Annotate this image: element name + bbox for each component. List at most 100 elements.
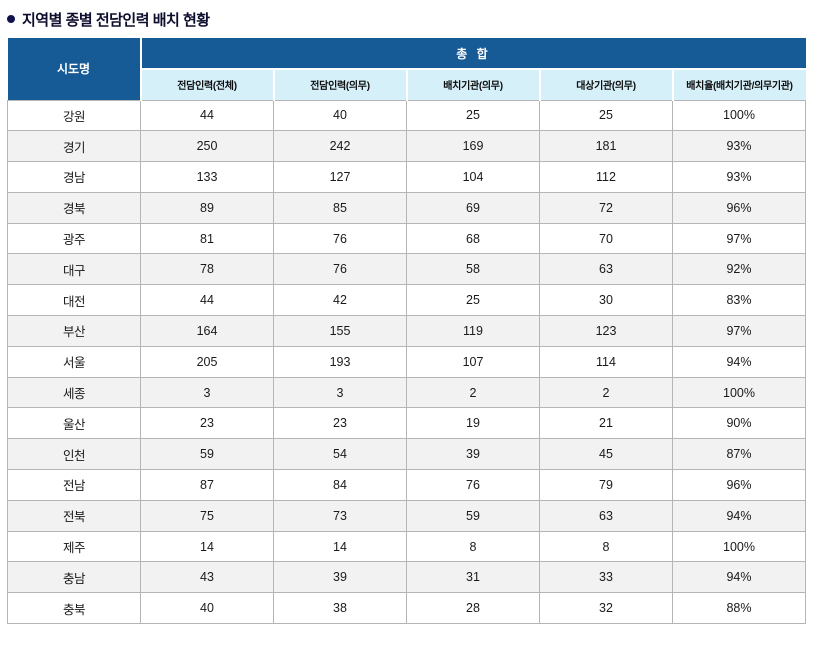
- value-cell: 127: [273, 161, 407, 193]
- value-cell: 94%: [672, 561, 806, 594]
- value-cell: 59: [140, 438, 274, 471]
- value-cell: 83%: [672, 284, 806, 317]
- value-cell: 25: [406, 99, 540, 132]
- value-cell: 42: [273, 284, 407, 317]
- table-row: 부산 164 155 119 123 97%: [7, 315, 806, 347]
- value-cell: 89: [140, 191, 274, 224]
- table-row: 경기 250 242 169 181 93%: [7, 130, 806, 163]
- circle-bullet-icon: [7, 15, 15, 23]
- region-cell: 경남: [7, 161, 141, 193]
- value-cell: 169: [406, 130, 540, 163]
- value-cell: 181: [539, 130, 673, 163]
- value-cell: 72: [539, 191, 673, 224]
- table-row: 충남 43 39 31 33 94%: [7, 561, 806, 594]
- value-cell: 85: [273, 191, 407, 224]
- value-cell: 75: [140, 499, 274, 532]
- page-title-row: 지역별 종별 전담인력 배치 현황: [7, 9, 806, 29]
- table-row: 경남 133 127 104 112 93%: [7, 161, 806, 193]
- value-cell: 242: [273, 130, 407, 163]
- table-row: 강원 44 40 25 25 100%: [7, 99, 806, 132]
- value-cell: 70: [539, 222, 673, 255]
- region-cell: 전북: [7, 499, 141, 532]
- table-body: 강원 44 40 25 25 100% 경기 250 242 169 181 93% 경남 133 127 1…: [7, 99, 806, 625]
- table-row: 서울 205 193 107 114 94%: [7, 345, 806, 378]
- region-cell: 강원: [7, 99, 141, 132]
- value-cell: 81: [140, 222, 274, 255]
- value-cell: 14: [273, 530, 407, 563]
- region-cell: 인천: [7, 438, 141, 471]
- value-cell: 28: [406, 592, 540, 625]
- value-cell: 73: [273, 499, 407, 532]
- value-cell: 123: [539, 315, 673, 347]
- page-title: 지역별 종별 전담인력 배치 현황: [22, 11, 210, 29]
- value-cell: 14: [140, 530, 274, 563]
- value-cell: 100%: [672, 530, 806, 563]
- value-cell: 155: [273, 315, 407, 347]
- region-cell: 대구: [7, 253, 141, 286]
- value-cell: 3: [140, 376, 274, 409]
- group-header-row: 시도명 총 합: [7, 38, 806, 101]
- value-cell: 94%: [672, 345, 806, 378]
- value-cell: 58: [406, 253, 540, 286]
- value-cell: 63: [539, 499, 673, 532]
- value-cell: 112: [539, 161, 673, 193]
- value-cell: 33: [539, 561, 673, 594]
- value-cell: 107: [406, 345, 540, 378]
- region-cell: 경기: [7, 130, 141, 163]
- column-header-1: 전담인력(의무): [272, 68, 408, 101]
- value-cell: 96%: [672, 469, 806, 501]
- column-header-4: 배치율(배치기관/의무기관): [671, 68, 806, 101]
- value-cell: 93%: [672, 130, 806, 163]
- value-cell: 100%: [672, 99, 806, 132]
- column-header-region: 시도명: [7, 38, 142, 101]
- region-cell: 세종: [7, 376, 141, 409]
- value-cell: 68: [406, 222, 540, 255]
- value-cell: 133: [140, 161, 274, 193]
- value-cell: 93%: [672, 161, 806, 193]
- value-cell: 2: [406, 376, 540, 409]
- table-row: 전북 75 73 59 63 94%: [7, 499, 806, 532]
- value-cell: 31: [406, 561, 540, 594]
- value-cell: 23: [140, 407, 274, 440]
- value-cell: 2: [539, 376, 673, 409]
- value-cell: 3: [273, 376, 407, 409]
- table-row: 울산 23 23 19 21 90%: [7, 407, 806, 440]
- value-cell: 79: [539, 469, 673, 501]
- region-cell: 전남: [7, 469, 141, 501]
- region-cell: 광주: [7, 222, 141, 255]
- value-cell: 32: [539, 592, 673, 625]
- region-cell: 서울: [7, 345, 141, 378]
- value-cell: 30: [539, 284, 673, 317]
- region-cell: 대전: [7, 284, 141, 317]
- table-header: 시도명 총 합 전담인력(전체) 전담인력(의무) 배치기관(의무) 대상기관(의무)…: [7, 38, 806, 101]
- group-header-total: 총 합: [139, 38, 806, 70]
- value-cell: 104: [406, 161, 540, 193]
- value-cell: 69: [406, 191, 540, 224]
- value-cell: 25: [406, 284, 540, 317]
- value-cell: 97%: [672, 315, 806, 347]
- page: 지역별 종별 전담인력 배치 현황 시도명 총 합 전담인력(전체) 전담인력(의…: [7, 9, 806, 625]
- table-row: 제주 14 14 8 8 100%: [7, 530, 806, 563]
- value-cell: 59: [406, 499, 540, 532]
- value-cell: 100%: [672, 376, 806, 409]
- value-cell: 90%: [672, 407, 806, 440]
- value-cell: 114: [539, 345, 673, 378]
- column-header-3: 대상기관(의무): [538, 68, 674, 101]
- value-cell: 23: [273, 407, 407, 440]
- region-cell: 울산: [7, 407, 141, 440]
- value-cell: 76: [406, 469, 540, 501]
- region-cell: 충북: [7, 592, 141, 625]
- value-cell: 63: [539, 253, 673, 286]
- value-cell: 250: [140, 130, 274, 163]
- region-cell: 부산: [7, 315, 141, 347]
- value-cell: 8: [406, 530, 540, 563]
- column-header-2: 배치기관(의무): [405, 68, 541, 101]
- value-cell: 39: [406, 438, 540, 471]
- table-row: 충북 40 38 28 32 88%: [7, 592, 806, 625]
- value-cell: 38: [273, 592, 407, 625]
- column-header-0: 전담인력(전체): [139, 68, 275, 101]
- region-cell: 경북: [7, 191, 141, 224]
- region-personnel-table: 시도명 총 합 전담인력(전체) 전담인력(의무) 배치기관(의무) 대상기관(의무)…: [7, 38, 806, 625]
- value-cell: 164: [140, 315, 274, 347]
- region-cell: 제주: [7, 530, 141, 563]
